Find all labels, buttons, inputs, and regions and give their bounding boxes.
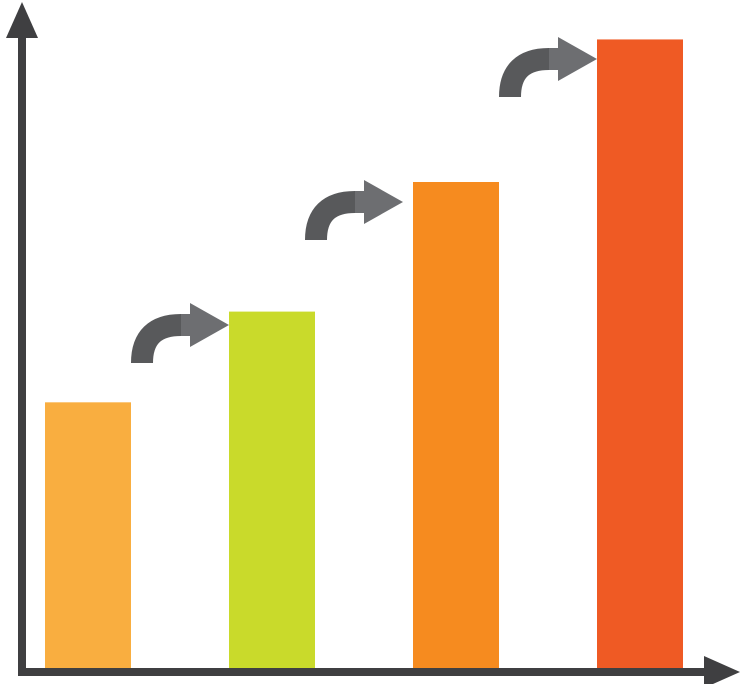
bar [229,311,315,668]
axes [6,2,740,684]
arrow-head [364,180,403,224]
growth-arrow [499,37,597,98]
bar [413,182,499,668]
bar [597,39,683,668]
y-axis-arrowhead [6,2,38,38]
arrow-body [499,48,561,98]
arrow-head [190,303,229,347]
growth-arrow [305,180,403,241]
x-axis-arrowhead [704,656,740,684]
growth-arrow [131,303,229,364]
arrow-body [305,191,367,241]
bar [45,402,131,668]
arrow-body [131,314,193,364]
bars [45,39,683,668]
arrow-head [558,37,597,81]
